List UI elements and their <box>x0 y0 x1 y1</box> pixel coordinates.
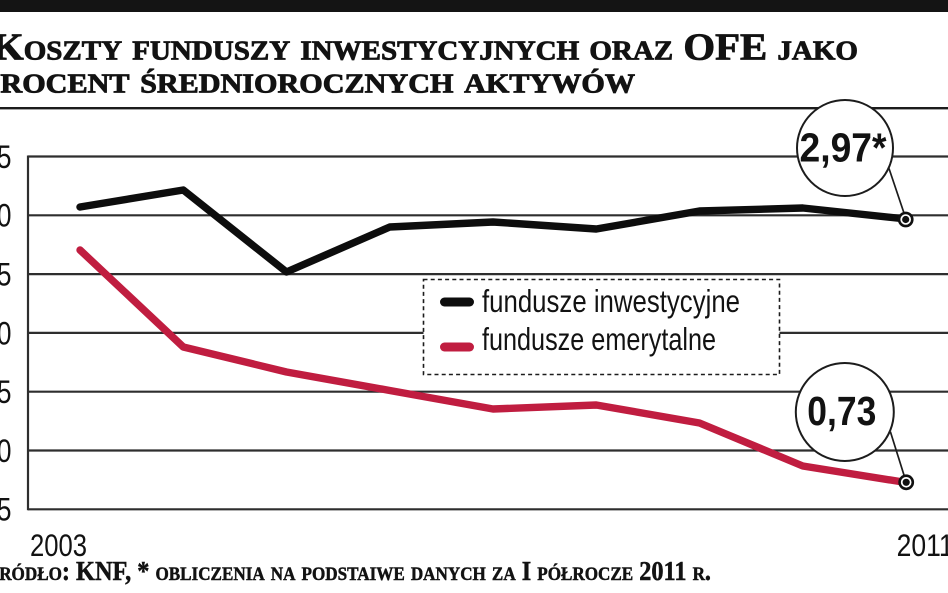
svg-text:2,0: 2,0 <box>0 315 12 351</box>
svg-text:2,5: 2,5 <box>0 257 12 293</box>
svg-text:Koszty funduszy inwestycyjnych: Koszty funduszy inwestycyjnych oraz OFE … <box>0 27 858 69</box>
svg-text:Źródło: KNF, * obliczenia na p: Źródło: KNF, * obliczenia na podstaiwe d… <box>0 556 711 586</box>
svg-text:procent średniorocznych aktywó: procent średniorocznych aktywów <box>0 60 635 102</box>
svg-text:1,5: 1,5 <box>0 374 12 410</box>
svg-text:2,97*: 2,97* <box>800 125 887 171</box>
svg-text:2011: 2011 <box>897 527 948 563</box>
svg-text:fundusze emerytalne: fundusze emerytalne <box>482 321 716 357</box>
svg-text:3,5: 3,5 <box>0 139 12 175</box>
svg-text:1,0: 1,0 <box>0 433 12 469</box>
svg-text:3,0: 3,0 <box>0 198 12 234</box>
svg-text:fundusze inwestycyjne: fundusze inwestycyjne <box>482 283 740 319</box>
svg-text:2003: 2003 <box>30 527 87 563</box>
svg-text:0,5: 0,5 <box>0 492 12 528</box>
svg-text:0,73: 0,73 <box>807 388 876 434</box>
